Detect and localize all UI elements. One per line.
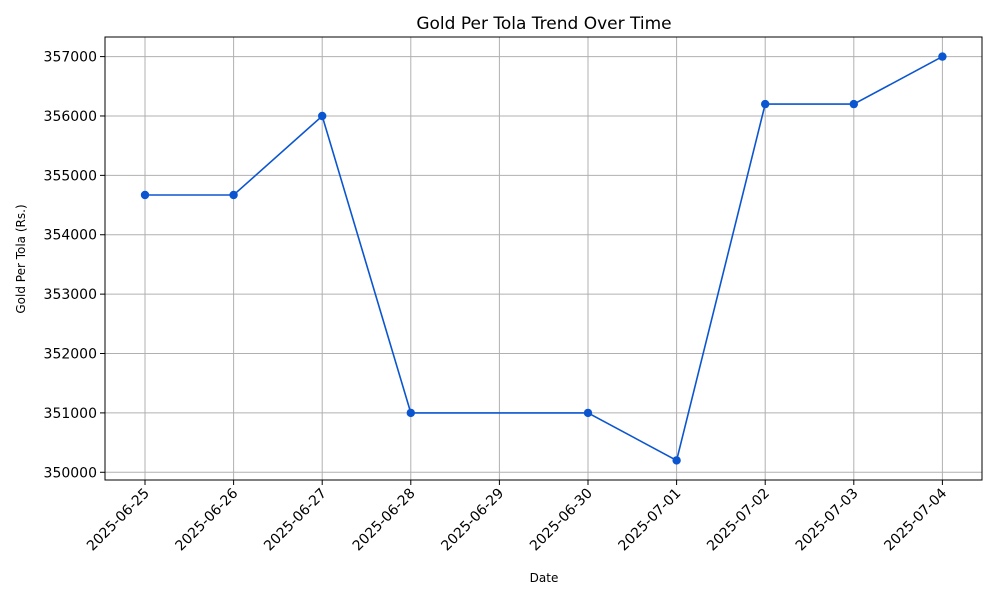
data-point [583,408,593,418]
y-tick-label: 357000 [44,50,97,66]
x-tick-label: 2025-06-28 [350,486,419,555]
chart-title: Gold Per Tola Trend Over Time [416,14,671,34]
plot-frame [104,36,983,481]
data-point [938,52,947,61]
x-tick-label: 2025-07-01 [616,486,685,555]
y-tick-label: 355000 [44,168,97,184]
data-point [229,190,238,200]
x-tick-label: 2025-07-04 [881,485,950,554]
data-point [140,190,150,200]
data-point [318,111,327,121]
series-line [145,55,943,462]
data-point [761,99,770,109]
data-point [672,456,681,465]
x-tick-label: 2025-06-29 [438,486,507,555]
x-tick-label: 2025-06-26 [173,485,242,554]
data-point [406,408,415,418]
y-tick-label: 351000 [44,406,97,422]
y-tick-label: 356000 [44,109,97,125]
x-tick-label: 2025-07-03 [793,486,862,555]
axes: 2025-06-25 2025-06-26 2025-06-27 2025-06-28… [44,36,983,555]
data-point [849,99,858,109]
grid [105,37,982,480]
x-tick-label: 2025-06-27 [261,486,330,555]
x-tick-label: 2025-06-25 [84,486,153,555]
series-layer [140,52,947,465]
y-tick-label: 353000 [44,287,97,303]
x-axis-label: Date [530,571,559,585]
y-tick-label: 350000 [44,465,97,481]
x-tick-label: 2025-06-30 [527,486,596,555]
y-tick-label: 354000 [44,228,97,244]
y-axis-label: Gold Per Tola (Rs.) [14,204,28,313]
y-tick-label: 352000 [44,347,97,363]
x-tick-label: 2025-07-02 [704,486,773,555]
